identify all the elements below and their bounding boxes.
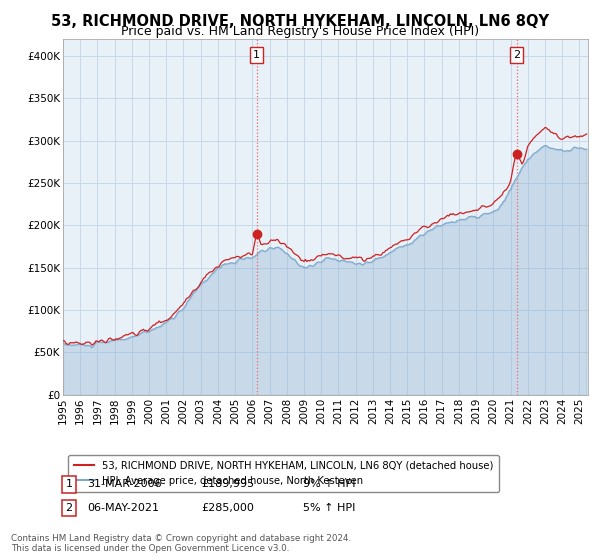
Text: 06-MAY-2021: 06-MAY-2021	[87, 503, 159, 513]
Text: 53, RICHMOND DRIVE, NORTH HYKEHAM, LINCOLN, LN6 8QY: 53, RICHMOND DRIVE, NORTH HYKEHAM, LINCO…	[51, 14, 549, 29]
Text: 2: 2	[513, 50, 520, 60]
Text: 1: 1	[65, 479, 73, 489]
Text: 5% ↑ HPI: 5% ↑ HPI	[303, 503, 355, 513]
Text: 31-MAR-2006: 31-MAR-2006	[87, 479, 161, 489]
Text: Contains HM Land Registry data © Crown copyright and database right 2024.
This d: Contains HM Land Registry data © Crown c…	[11, 534, 351, 553]
Text: 1: 1	[253, 50, 260, 60]
Text: Price paid vs. HM Land Registry's House Price Index (HPI): Price paid vs. HM Land Registry's House …	[121, 25, 479, 38]
Text: 2: 2	[65, 503, 73, 513]
Legend: 53, RICHMOND DRIVE, NORTH HYKEHAM, LINCOLN, LN6 8QY (detached house), HPI: Avera: 53, RICHMOND DRIVE, NORTH HYKEHAM, LINCO…	[68, 455, 499, 492]
Text: £285,000: £285,000	[201, 503, 254, 513]
Text: £189,995: £189,995	[201, 479, 254, 489]
Text: 9% ↑ HPI: 9% ↑ HPI	[303, 479, 355, 489]
